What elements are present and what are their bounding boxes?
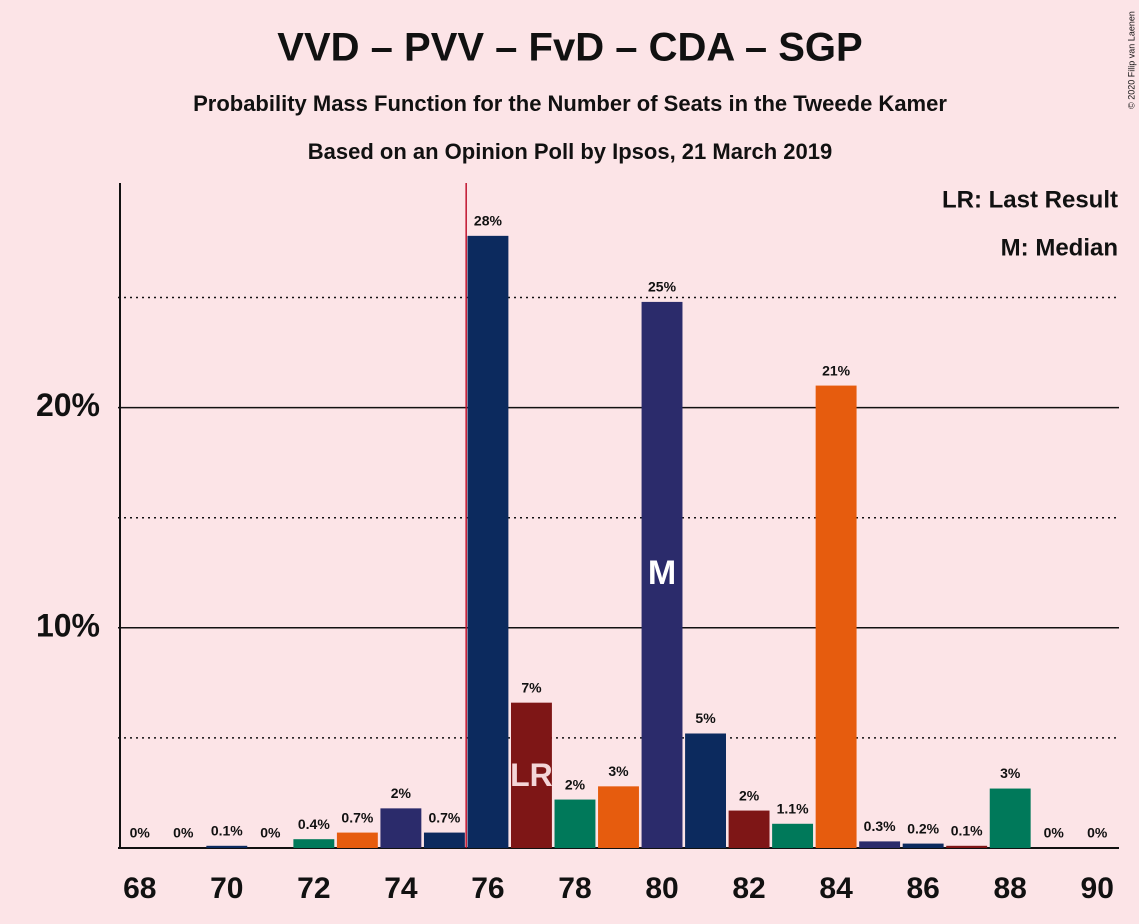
- x-tick-label: 86: [906, 872, 939, 905]
- value-label: 0.4%: [298, 816, 330, 832]
- value-label: 1.1%: [777, 800, 809, 816]
- value-label: 0.7%: [341, 809, 373, 825]
- bar: [336, 832, 378, 848]
- bar: [554, 799, 596, 848]
- y-tick-label: 20%: [36, 387, 100, 423]
- x-tick-label: 78: [558, 872, 591, 905]
- value-label: 0%: [173, 825, 194, 841]
- value-label: 0.1%: [211, 823, 243, 839]
- value-label: 25%: [648, 279, 677, 295]
- value-label: 0.1%: [951, 823, 983, 839]
- x-tick-label: 72: [297, 872, 330, 905]
- x-tick-label: 68: [123, 872, 156, 905]
- value-label: 0%: [260, 825, 281, 841]
- value-label: 0.2%: [907, 820, 939, 836]
- y-tick-label: 10%: [36, 607, 100, 643]
- x-tick-label: 80: [645, 872, 678, 905]
- bar: [423, 832, 465, 848]
- chart-title: VVD – PVV – FvD – CDA – SGP: [277, 26, 862, 70]
- value-label: 2%: [391, 785, 412, 801]
- legend-entry: LR: Last Result: [942, 186, 1118, 213]
- value-label: 2%: [565, 776, 586, 792]
- median-marker: M: [648, 554, 676, 592]
- x-tick-label: 90: [1081, 872, 1114, 905]
- bar: [206, 845, 248, 848]
- x-tick-label: 76: [471, 872, 504, 905]
- bar: [598, 786, 639, 848]
- x-tick-label: 82: [732, 872, 765, 905]
- bar: [511, 702, 552, 848]
- value-label: 0%: [1044, 825, 1065, 841]
- bar: [467, 235, 509, 849]
- value-label: 0%: [1087, 825, 1108, 841]
- bar: [772, 823, 814, 848]
- bar: [728, 810, 770, 848]
- value-label: 0.7%: [428, 809, 460, 825]
- chart-subtitle: Probability Mass Function for the Number…: [193, 91, 947, 116]
- value-label: 5%: [695, 710, 716, 726]
- value-label: 3%: [608, 763, 629, 779]
- value-label: 28%: [474, 213, 503, 229]
- x-tick-label: 84: [819, 872, 853, 905]
- x-tick-label: 74: [384, 872, 418, 905]
- legend-entry: M: Median: [1001, 234, 1118, 261]
- value-label: 7%: [521, 679, 542, 695]
- bar: [946, 845, 988, 848]
- bar: [380, 808, 422, 848]
- last-result-marker: LR: [510, 757, 553, 793]
- value-label: 0.3%: [864, 818, 896, 834]
- x-tick-label: 88: [994, 872, 1027, 905]
- bar: [293, 839, 335, 848]
- bar: [641, 301, 683, 848]
- value-label: 0%: [130, 825, 151, 841]
- bar: [989, 788, 1031, 848]
- chart-subtitle: Based on an Opinion Poll by Ipsos, 21 Ma…: [308, 139, 832, 164]
- value-label: 21%: [822, 362, 851, 378]
- bar: [815, 385, 857, 848]
- bar: [859, 841, 901, 848]
- value-label: 3%: [1000, 765, 1021, 781]
- x-tick-label: 70: [210, 872, 243, 905]
- bar: [685, 733, 726, 848]
- value-label: 2%: [739, 787, 760, 803]
- bar: [902, 843, 944, 848]
- credit: © 2020 Filip van Laenen: [1126, 11, 1136, 109]
